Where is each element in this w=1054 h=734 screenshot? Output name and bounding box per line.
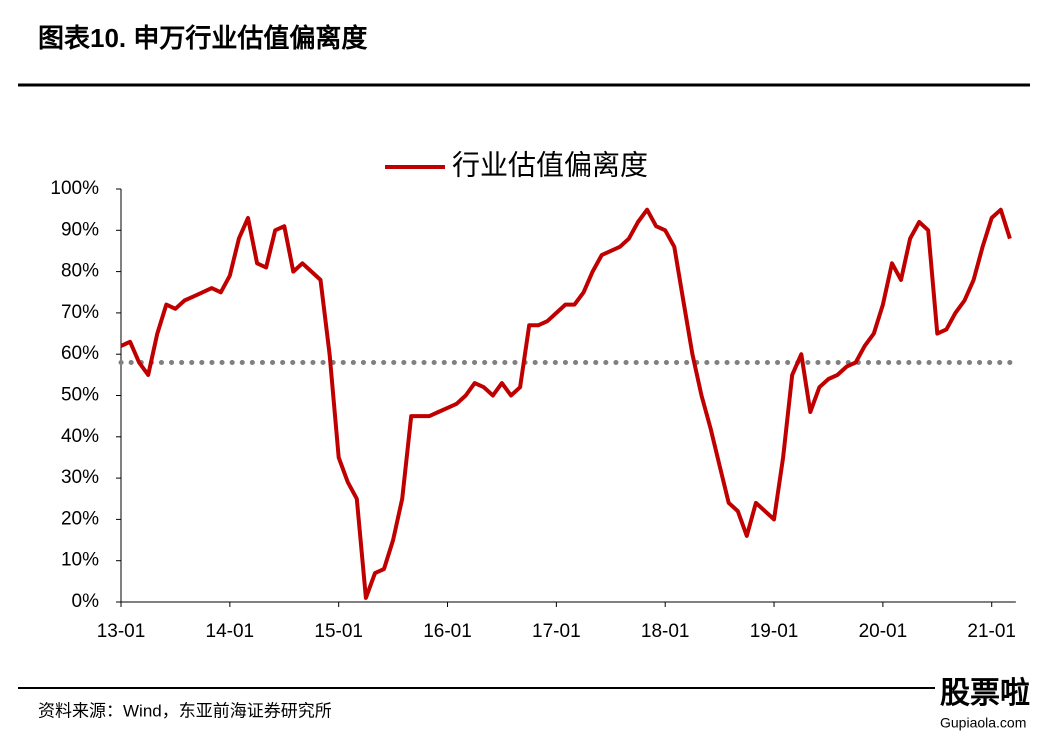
watermark-url: Gupiaola.com (940, 715, 1026, 731)
x-tick-label: 18-01 (641, 621, 690, 642)
x-tick-label: 21-01 (967, 621, 1016, 642)
x-tick-label: 19-01 (750, 621, 799, 642)
y-tick-label: 70% (61, 302, 99, 323)
y-tick-label: 50% (61, 385, 99, 406)
x-tick-label: 20-01 (859, 621, 908, 642)
x-tick-label: 15-01 (314, 621, 363, 642)
source-note: 资料来源：Wind，东亚前海证券研究所 (38, 701, 332, 720)
y-tick-label: 30% (61, 467, 99, 488)
y-tick-label: 40% (61, 426, 99, 447)
x-tick-label: 13-01 (97, 621, 146, 642)
y-tick-label: 10% (61, 550, 99, 571)
watermark: 股票啦 (940, 676, 1030, 710)
x-tick-label: 17-01 (532, 621, 581, 642)
y-tick-label: 0% (72, 591, 100, 612)
y-tick-label: 100% (50, 178, 99, 199)
x-tick-label: 16-01 (423, 621, 472, 642)
x-tick-label: 14-01 (206, 621, 255, 642)
legend-label: 行业估值偏离度 (452, 149, 648, 180)
page-title: 图表10. 申万行业估值偏离度 (38, 23, 367, 53)
y-tick-label: 90% (61, 219, 99, 240)
line-series (120, 207, 1012, 600)
y-tick-label: 80% (61, 261, 99, 282)
y-tick-label: 60% (61, 343, 99, 364)
y-tick-label: 20% (61, 508, 99, 529)
